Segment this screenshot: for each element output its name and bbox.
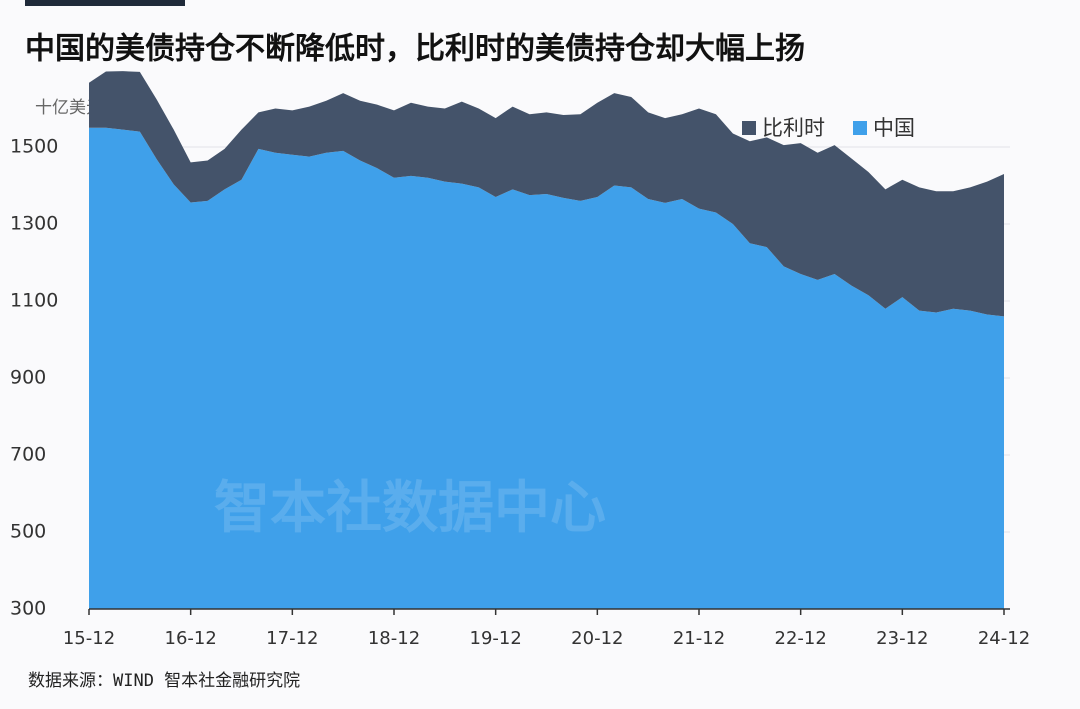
y-tick-label: 1500 — [10, 136, 58, 158]
x-tick-label: 17-12 — [266, 628, 318, 649]
x-tick-label: 15-12 — [63, 628, 115, 649]
watermark: 智本社数据中心 — [214, 476, 606, 541]
x-tick-label: 24-12 — [978, 628, 1030, 649]
y-axis-label: 十亿美元 — [35, 98, 103, 118]
source: 数据来源：WIND 智本社金融研究院 — [28, 671, 300, 691]
legend-label: 中国 — [873, 116, 915, 140]
title-bar — [25, 0, 185, 6]
x-tick-label: 19-12 — [470, 628, 522, 649]
y-tick-label: 1100 — [10, 290, 58, 312]
y-tick-label: 300 — [10, 598, 46, 620]
x-tick-label: 22-12 — [775, 628, 827, 649]
legend-swatch — [742, 121, 756, 135]
y-tick-label: 700 — [10, 444, 46, 466]
legend-swatch — [853, 121, 867, 135]
y-tick-label: 1300 — [10, 213, 58, 235]
legend-label: 比利时 — [762, 116, 825, 140]
x-tick-label: 21-12 — [673, 628, 725, 649]
y-tick-label: 900 — [10, 367, 46, 389]
y-tick-label: 500 — [10, 521, 46, 543]
area — [89, 127, 1004, 609]
x-tick-label: 16-12 — [165, 628, 217, 649]
x-tick-label: 23-12 — [876, 628, 928, 649]
chart-title: 中国的美债持仓不断降低时，比利时的美债持仓却大幅上扬 — [25, 32, 805, 67]
x-tick-label: 18-12 — [368, 628, 420, 649]
x-tick-label: 20-12 — [571, 628, 623, 649]
area — [89, 71, 1004, 317]
